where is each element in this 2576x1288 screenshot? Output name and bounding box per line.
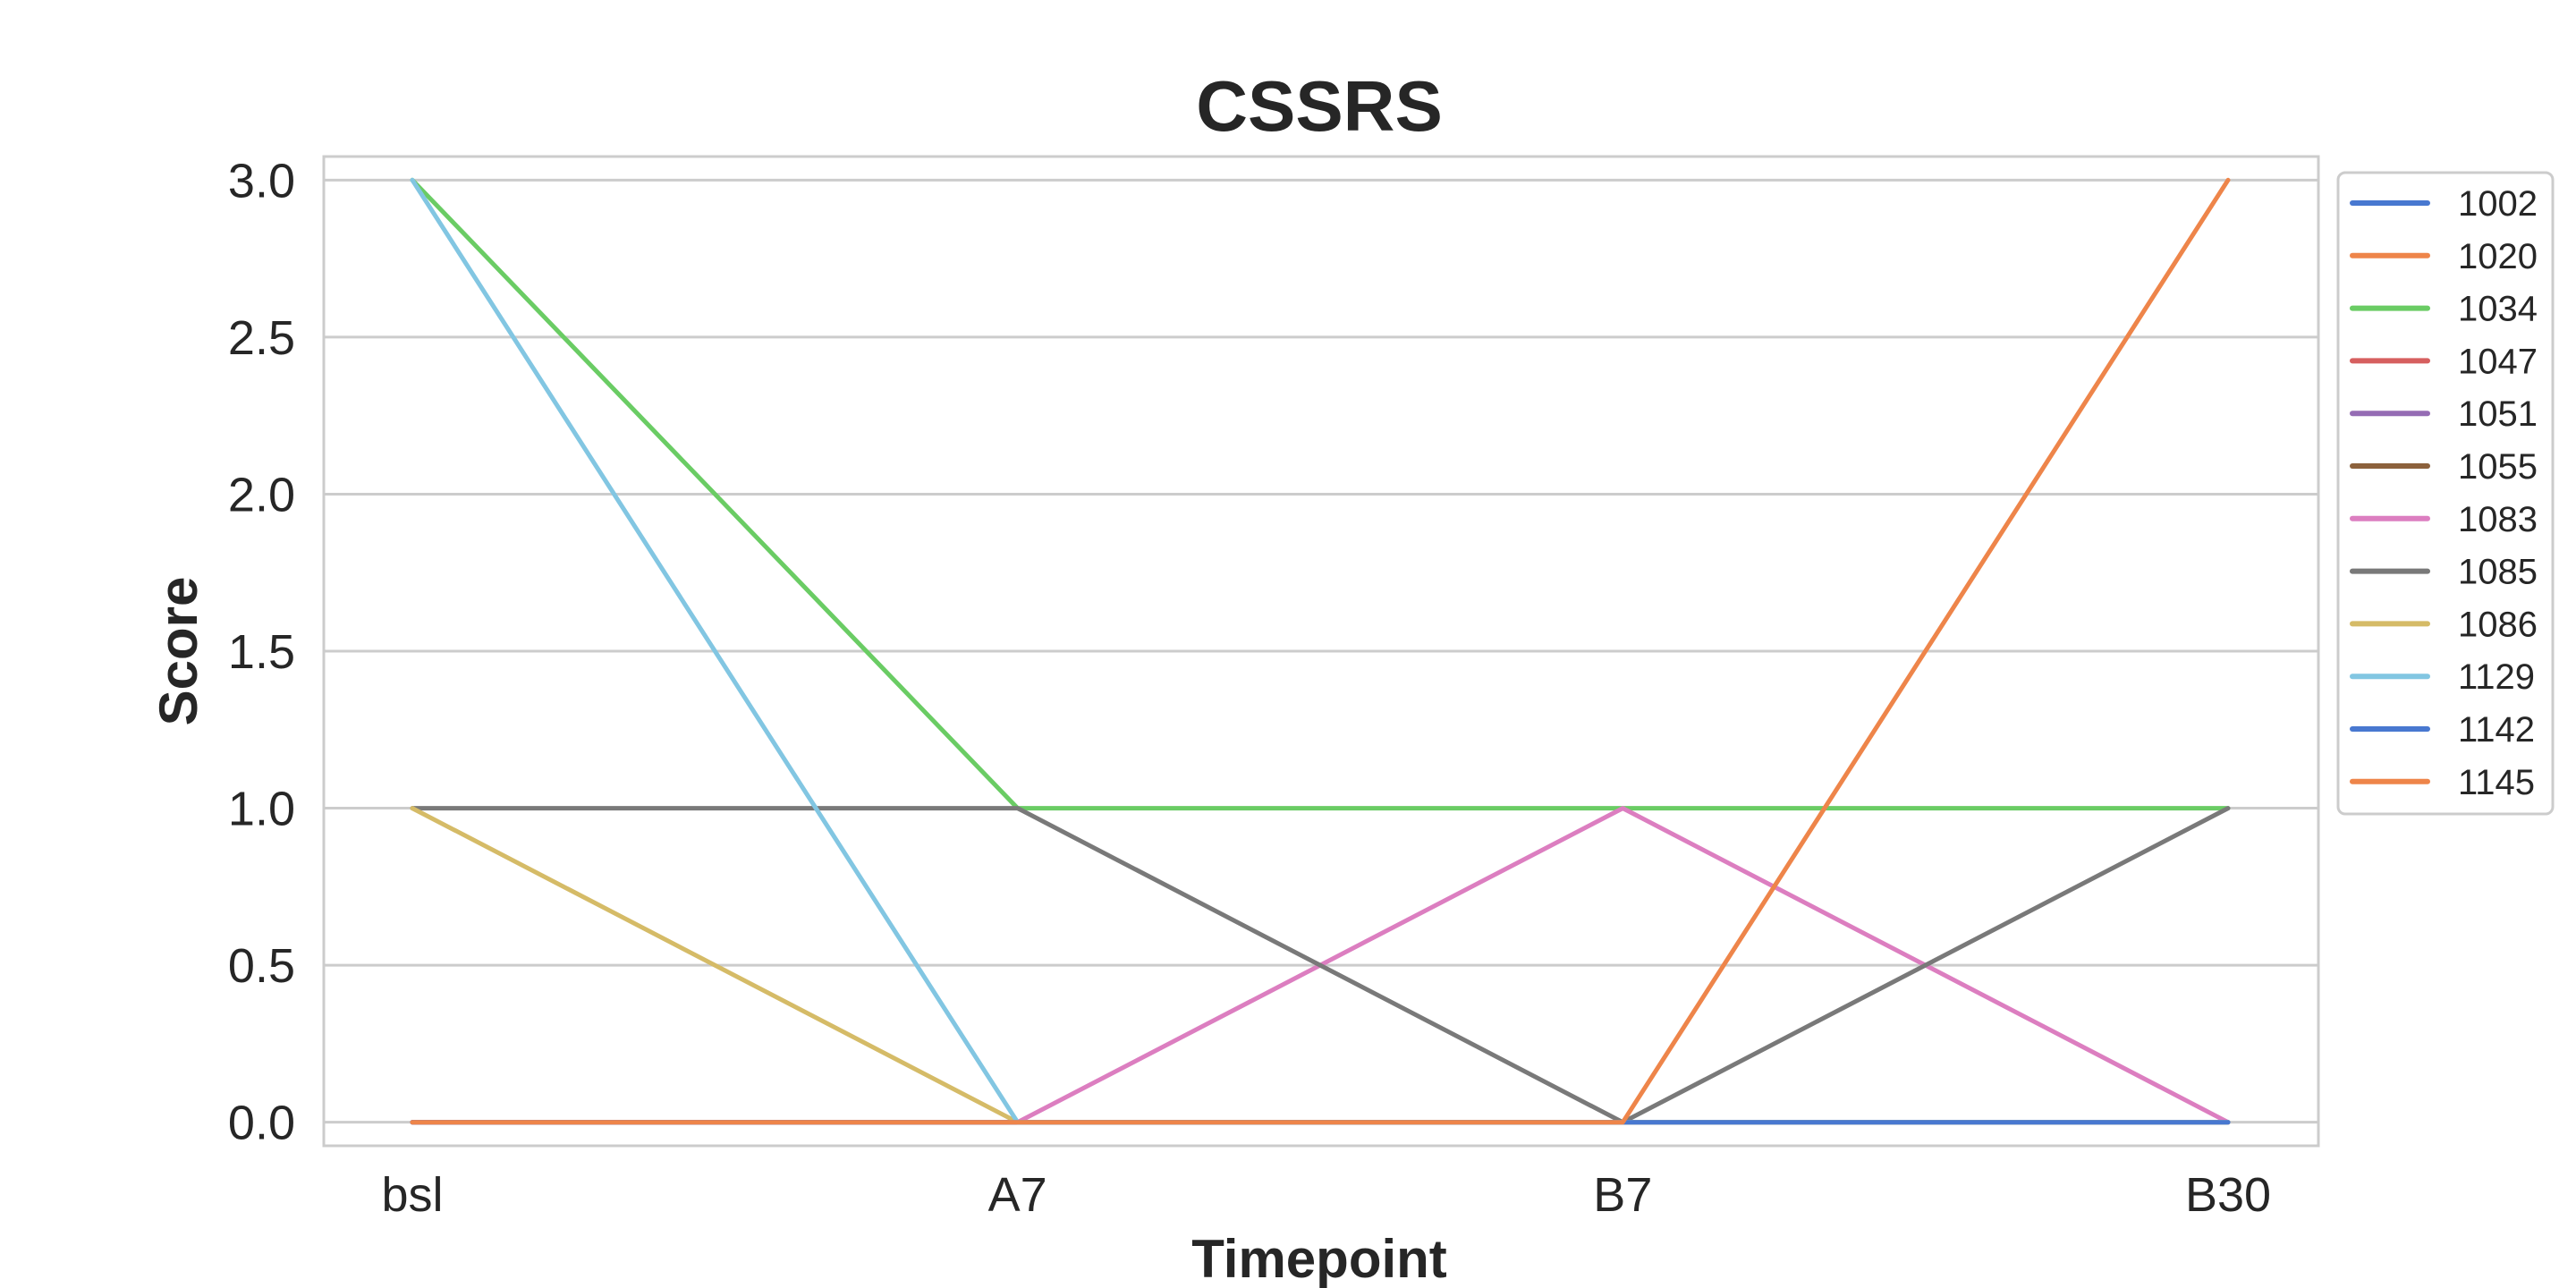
legend-items: 1002 1020 1034 1047 1051 1055 1083 1085 1086 1129… [2350, 184, 2538, 802]
legend-label: 1142 [2458, 710, 2535, 750]
x-tick-labels: bsl A7 B7 B30 [381, 1168, 2271, 1222]
y-tick-label: 1.0 [228, 783, 295, 836]
y-tick-label: 3.0 [228, 154, 295, 208]
legend-label: 1085 [2458, 553, 2538, 592]
legend-label: 1002 [2458, 184, 2538, 224]
y-tick-label: 2.0 [228, 468, 295, 521]
plot-frame [322, 155, 2320, 1148]
legend-label: 1083 [2458, 500, 2538, 539]
series-line-1085 [410, 806, 2231, 1125]
legend-label: 1034 [2458, 290, 2538, 329]
y-tick-label: 1.5 [228, 625, 295, 679]
legend-label: 1047 [2458, 342, 2538, 381]
y-axis-title: Score [148, 577, 208, 726]
series-line-1145 [410, 177, 2231, 1125]
legend: 1002 1020 1034 1047 1051 1055 1083 1085 1086 1129… [2336, 171, 2555, 816]
y-tick-label: 0.0 [228, 1097, 295, 1150]
y-tick-labels: 0.0 0.5 1.0 1.5 2.0 2.5 3.0 [228, 154, 295, 1149]
legend-label: 1145 [2458, 763, 2535, 802]
x-tick-label: A7 [988, 1168, 1047, 1222]
legend-label: 1051 [2458, 394, 2538, 434]
legend-label: 1086 [2458, 605, 2538, 644]
chart-title: CSSRS [1196, 66, 1443, 146]
series-line-1034 [410, 177, 2231, 811]
x-axis-title: Timepoint [1191, 1229, 1447, 1288]
x-tick-label: B7 [1593, 1168, 1652, 1222]
x-tick-label: B30 [2185, 1168, 2271, 1222]
legend-frame [2336, 171, 2555, 816]
legend-label: 1020 [2458, 237, 2538, 276]
legend-label: 1129 [2458, 657, 2535, 697]
legend-label: 1055 [2458, 447, 2538, 487]
series-lines [410, 177, 2231, 1125]
y-tick-label: 0.5 [228, 939, 295, 993]
x-tick-label: bsl [381, 1168, 443, 1222]
y-tick-label: 2.5 [228, 311, 295, 365]
